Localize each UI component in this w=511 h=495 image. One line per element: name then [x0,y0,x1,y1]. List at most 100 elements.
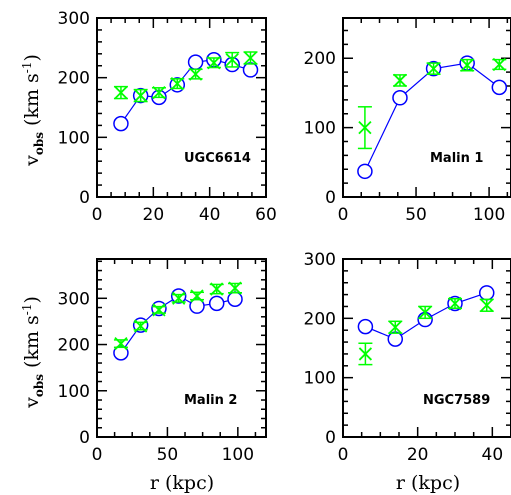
x-marker-b [228,281,242,295]
observed-point [492,57,507,72]
x-marker-b [152,85,166,100]
model-point [387,331,404,347]
x-axis-title-left: r (kpc) [150,472,214,494]
y-tick-label: 300 [58,9,90,29]
model-point [187,54,204,70]
x-tick-label: 100 [473,205,505,225]
y-tick-label: 0 [79,188,90,208]
x-tick-label: 60 [255,205,277,225]
x-marker-b [114,336,128,351]
y-tick-label: 100 [58,382,90,402]
x-tick-label: 40 [199,205,221,225]
panel-label-ngc7589: NGC7589 [423,393,490,408]
panel-malin2: 0 50 100 0 100 200 300 Malin 2 [58,258,267,465]
observed-point [206,56,221,70]
observed-point [189,289,204,303]
x-marker-b [460,58,474,72]
panel-label-malin2: Malin 2 [184,393,237,408]
model-point [113,115,129,132]
x-marker-b [480,298,494,312]
y-tick-label: 0 [79,428,90,448]
y-tick-label: 300 [304,250,336,270]
x-tick-label: 0 [92,445,103,465]
observed-point [357,106,372,150]
y-tick-label: 100 [304,369,336,389]
x-tick-label: 20 [143,205,165,225]
observed-point [151,85,166,100]
panel-ngc7589-marks [357,285,495,366]
x-tick-label: 0 [92,205,103,225]
panel-label-malin1: Malin 1 [430,151,483,166]
panel-malin1-marks [357,55,508,180]
x-marker-b [190,289,204,303]
x-axis-title-right: r (kpc) [396,472,460,494]
x-marker-b [210,282,224,296]
x-marker-b [388,320,402,334]
y-axis-title-bottom-text: vobs (km s-1) [20,296,46,409]
x-tick-label: 50 [405,205,427,225]
observed-point [388,320,403,334]
y-axis-title-top: vobs (km s-1) [20,54,46,167]
observed-point [228,281,243,295]
y-tick-label: 200 [304,49,336,69]
observed-point [225,51,240,68]
plot-frame [96,258,267,438]
x-marker-b [492,57,506,72]
observed-point [113,336,128,351]
panel-label-ugc6614: UGC6614 [184,151,251,166]
panel-ugc6614-axes: 0 20 40 60 0 100 200 300 [58,9,277,225]
observed-point [418,305,433,320]
observed-point [392,73,407,88]
panel-ugc6614-marks [113,51,259,132]
x-tick-label: 0 [338,205,349,225]
model-point [357,163,373,180]
x-marker-b [358,120,372,135]
y-tick-label: 100 [304,119,336,139]
y-tick-label: 300 [58,289,90,309]
observed-point [448,296,462,311]
panel-ugc6614: 0 20 40 60 0 100 200 300 UGC6614 [58,9,277,225]
plot-frame [96,17,267,198]
x-marker-b [172,291,186,305]
panel-ngc7589: 0 20 40 0 100 200 300 NGC7589 [304,250,511,465]
x-tick-label: 100 [222,445,254,465]
x-marker-b [418,305,432,320]
observed-point [133,319,148,333]
observed-point [209,282,224,296]
panel-malin2-marks [113,281,243,361]
observed-point [170,76,185,91]
y-axis-title-bottom: vobs (km s-1) [20,296,46,409]
x-tick-label: 20 [407,445,429,465]
plot-frame [342,258,511,438]
y-axis-title-top-text: vobs (km s-1) [20,54,46,167]
x-tick-label: 0 [338,445,349,465]
model-point [208,295,225,312]
x-marker-b [448,296,462,311]
y-tick-label: 200 [58,336,90,356]
observed-point [243,51,258,65]
panel-malin2-axes: 0 50 100 0 100 200 300 [58,258,267,465]
x-tick-label: 50 [157,445,179,465]
panel-ngc7589-axes: 0 20 40 0 100 200 300 [304,250,511,465]
observed-point [133,88,148,103]
model-point [478,285,495,301]
panel-malin1-axes: 0 50 100 0 100 200 [304,17,511,225]
x-marker-b [152,303,166,317]
panel-malin1: 0 50 100 0 100 200 Malin 1 [304,17,511,225]
x-marker-b [134,319,148,333]
observed-point [358,342,373,366]
y-tick-label: 200 [58,69,90,89]
observed-point [171,291,186,305]
x-marker-b [225,53,239,67]
x-marker-b [243,51,258,65]
x-marker-b [207,56,221,70]
observed-point [479,298,494,312]
x-tick-label: 40 [482,445,504,465]
model-point [491,79,508,96]
model-point [227,291,243,307]
x-marker-b [426,62,441,76]
x-marker-b [188,67,203,81]
model-point [242,62,259,78]
model-point [357,318,374,335]
